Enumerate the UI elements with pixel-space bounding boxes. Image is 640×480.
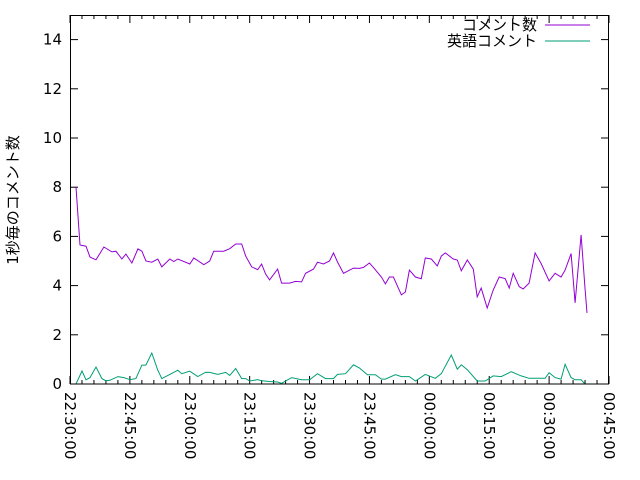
x-tick-label: 00:15:00 <box>480 392 498 459</box>
legend-label: コメント数 <box>462 16 537 34</box>
y-tick-label: 10 <box>43 129 62 147</box>
plot-border <box>70 15 609 385</box>
x-tick-label: 22:30:00 <box>61 392 79 459</box>
y-axis-label: 1秒毎のコメント数 <box>4 135 22 265</box>
y-tick-label: 14 <box>43 31 62 49</box>
x-tick-label: 23:00:00 <box>181 392 199 459</box>
x-tick-label: 00:30:00 <box>540 392 558 459</box>
y-tick-label: 6 <box>52 227 62 245</box>
series-line-1 <box>75 351 586 385</box>
series-line-0 <box>75 187 588 313</box>
x-tick-label: 23:15:00 <box>241 392 259 459</box>
x-tick-label: 00:45:00 <box>600 392 618 459</box>
x-tick-label: 22:45:00 <box>121 392 139 459</box>
legend-label: 英語コメント <box>447 32 537 50</box>
x-tick-label: 23:45:00 <box>360 392 378 459</box>
y-tick-label: 0 <box>52 375 62 393</box>
y-tick-label: 8 <box>52 178 62 196</box>
y-tick-label: 2 <box>52 326 62 344</box>
y-tick-label: 4 <box>52 277 62 295</box>
x-tick-label: 23:30:00 <box>301 392 319 459</box>
y-tick-label: 12 <box>43 80 62 98</box>
x-tick-label: 00:00:00 <box>420 392 438 459</box>
